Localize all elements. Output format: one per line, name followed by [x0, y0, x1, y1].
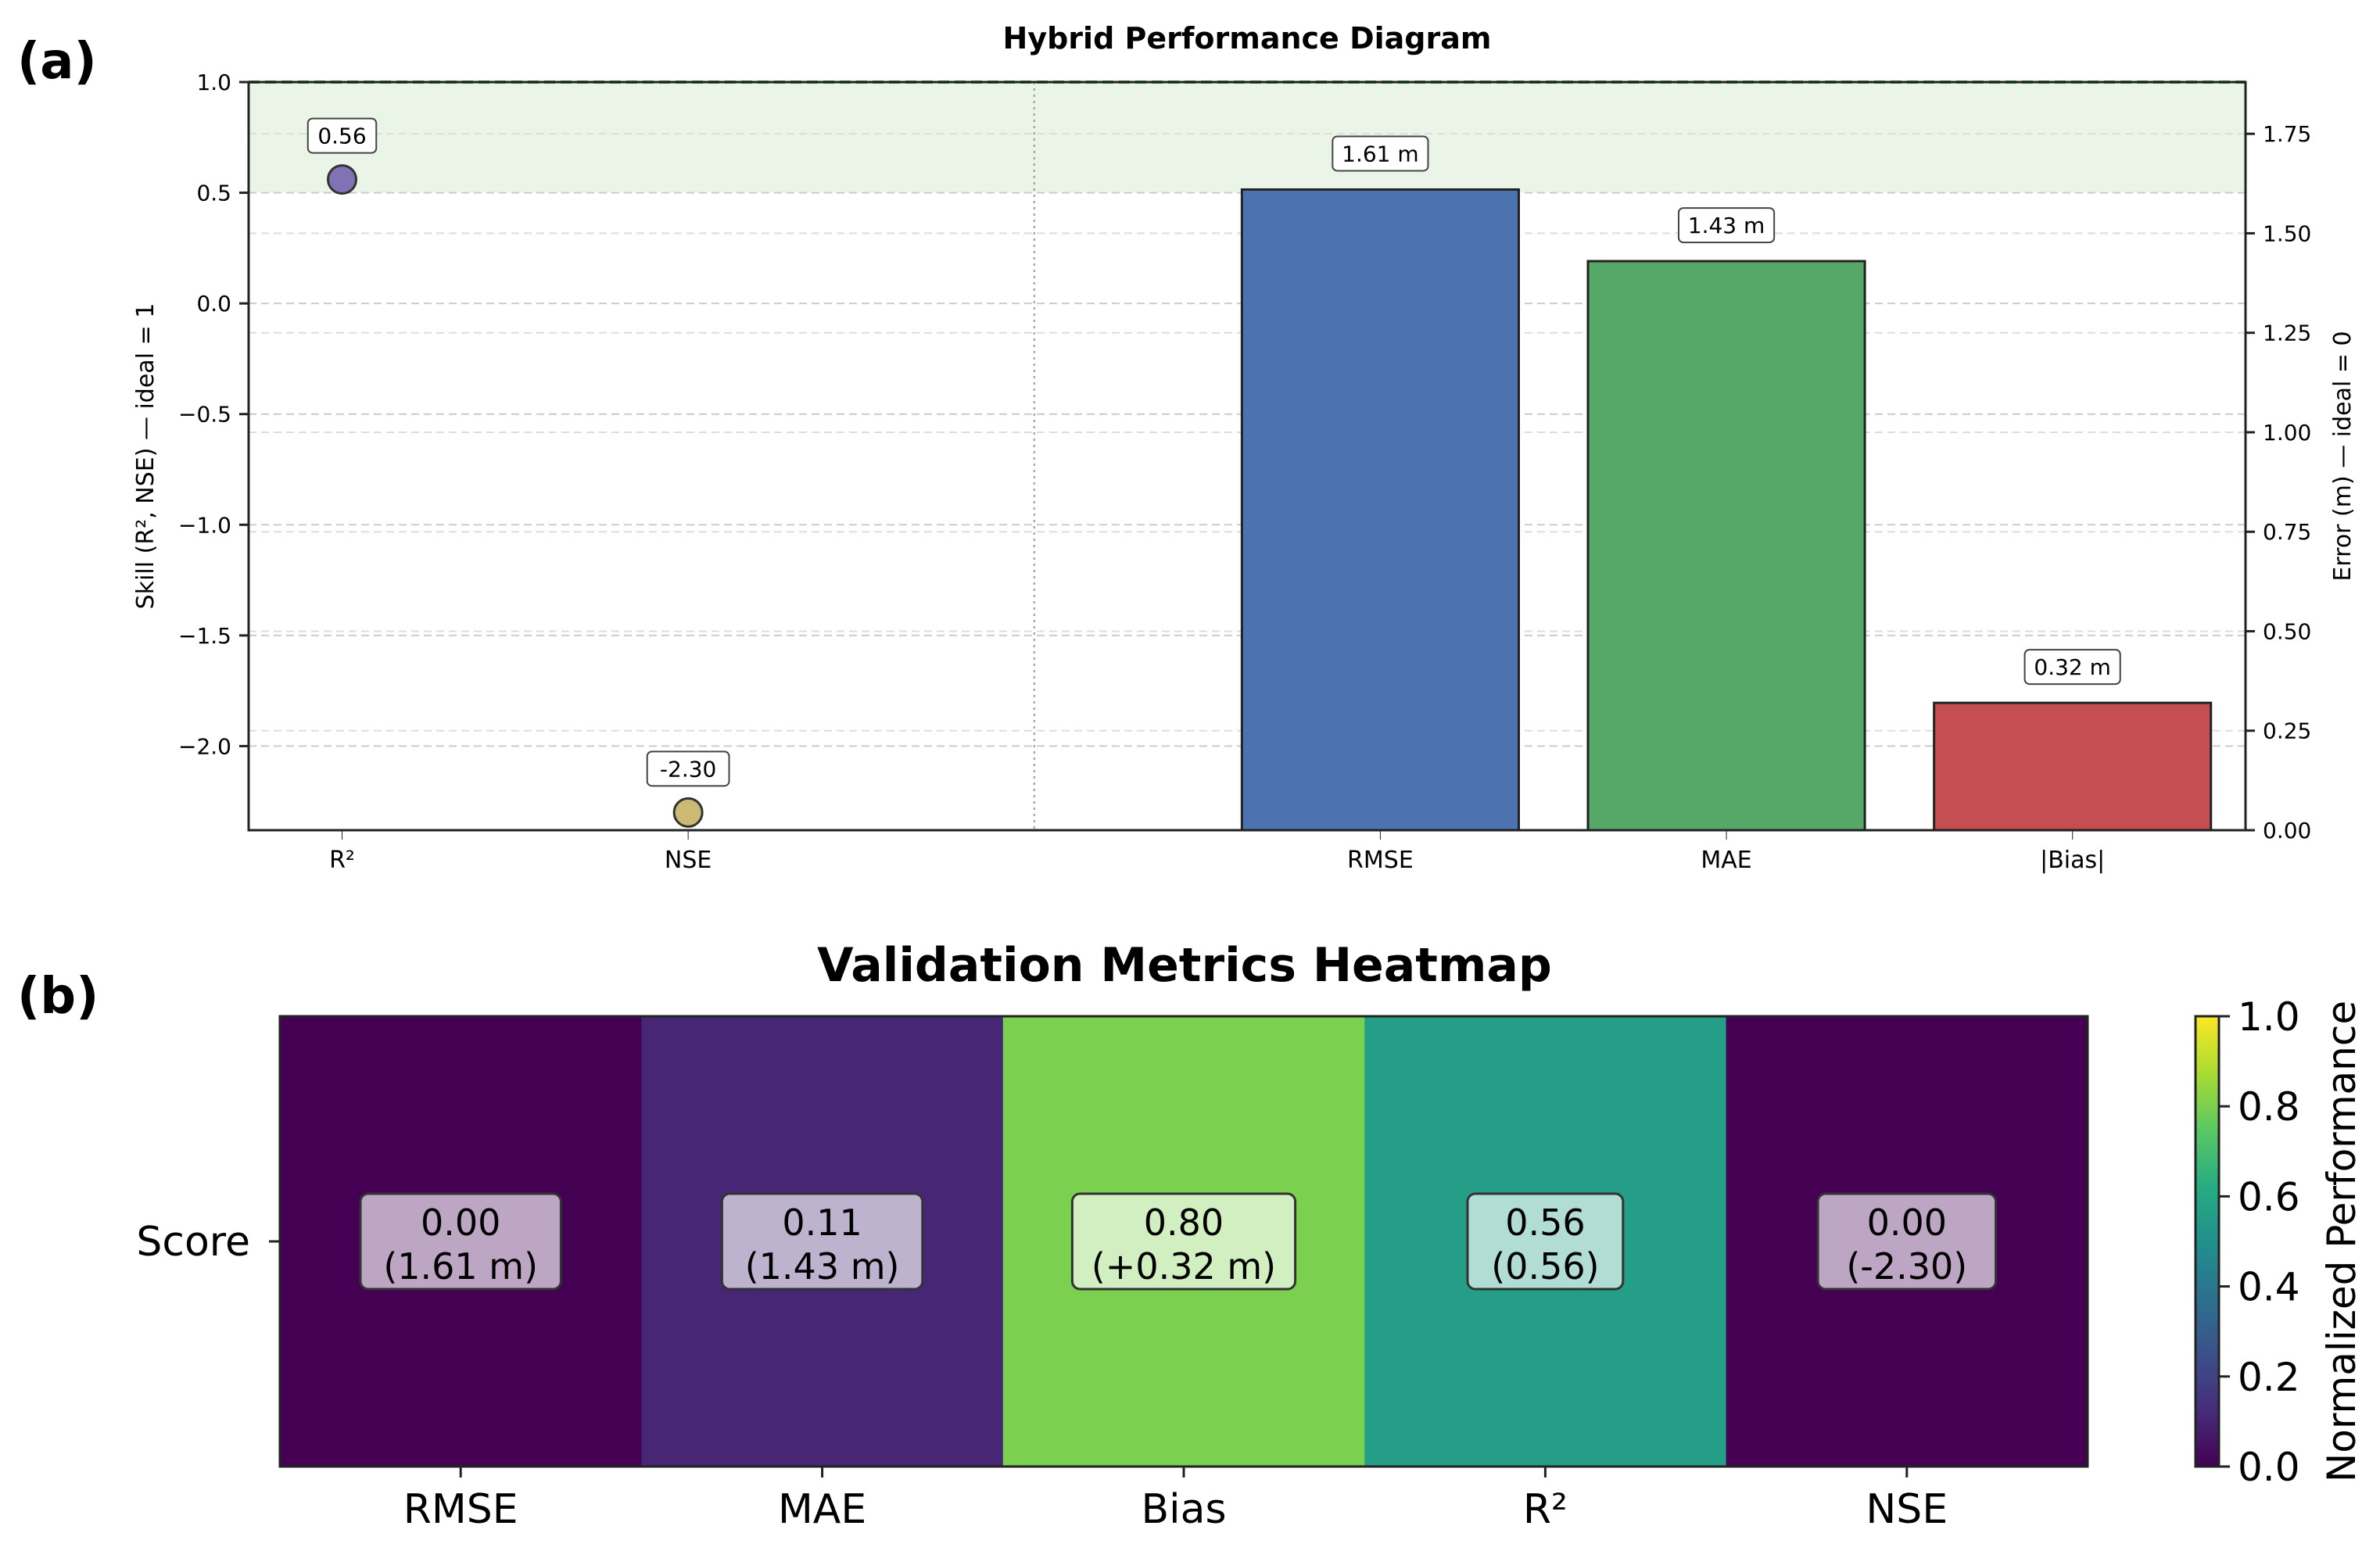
cell-label-box [1816, 1192, 1998, 1291]
left-tick-label: −1.5 [178, 623, 231, 649]
right-axis-label: Error (m) — ideal = 0 [2329, 331, 2357, 581]
x-tick-label: MAE [1701, 847, 1751, 874]
chart-b-title: Validation Metrics Heatmap [817, 938, 1552, 993]
left-tick-label: −2.0 [178, 733, 231, 759]
cell-value-label: 0.56 [1505, 1202, 1585, 1244]
cell-value-label: 0.00 [1867, 1202, 1947, 1244]
cell-value-label: 0.80 [1144, 1202, 1224, 1244]
skill-point-label-box [646, 750, 730, 787]
skill-point-label: 0.56 [317, 124, 366, 149]
left-tick-label: −0.5 [178, 402, 231, 428]
left-tick-label: −1.0 [178, 512, 231, 538]
x-tick-label: RMSE [1347, 847, 1414, 874]
cell-label-box [1070, 1192, 1297, 1291]
colorbar-tick-label: 0.2 [2238, 1355, 2300, 1400]
colorbar-label: Normalized Performance [2319, 1001, 2364, 1482]
error-bar-1 [1240, 188, 1520, 832]
plot-frame [247, 81, 2247, 832]
cell-raw-label: (+0.32 m) [1091, 1245, 1276, 1288]
left-tick-label: 0.0 [196, 291, 231, 317]
panel-label-a: (a) [17, 33, 97, 91]
chart-a-title: Hybrid Performance Diagram [1003, 21, 1492, 56]
error-bar-label-box [1332, 135, 1429, 172]
cell-raw-label: (1.43 m) [745, 1245, 900, 1288]
left-axis-label: Skill (R², NSE) — ideal = 1 [132, 303, 160, 610]
skill-point-2 [672, 797, 704, 828]
cell-label-box [720, 1192, 924, 1291]
heatmap-x-axis: RMSE MAE Bias R² NSE [403, 1467, 1948, 1533]
cell-raw-label: (-2.30) [1846, 1245, 1967, 1288]
right-tick-label: 1.75 [2263, 121, 2311, 147]
colorbar [2194, 1015, 2220, 1468]
cell-label-box [359, 1192, 562, 1291]
skill-point-label: -2.30 [660, 756, 716, 782]
colorbar-tick-label: 0.8 [2238, 1084, 2300, 1130]
heatmap-row-label: Score [136, 1219, 250, 1266]
left-tick-label: 0.5 [196, 181, 231, 206]
x-axis: R² NSE RMSE MAE |Bias| [329, 830, 2105, 874]
right-tick-label: 0.00 [2263, 818, 2311, 843]
error-bar-label: 0.32 m [2034, 654, 2111, 680]
error-bar-3 [1933, 701, 2213, 832]
colorbar-tick-label: 0.6 [2238, 1174, 2300, 1220]
x-tick-label: R² [329, 847, 355, 874]
colorbar-tick-label: 1.0 [2238, 994, 2300, 1040]
cell-label-box [1466, 1192, 1625, 1291]
skill-point-1 [327, 164, 358, 195]
good-skill-band [249, 82, 2246, 193]
heatmap-x-label: MAE [778, 1486, 866, 1533]
validation-heatmap: 0.00(1.61 m)0.11(1.43 m)0.80(+0.32 m)0.5… [136, 994, 2364, 1533]
error-bar-label-box [2023, 649, 2121, 686]
error-bar-label: 1.43 m [1688, 213, 1765, 238]
hybrid-performance-chart: 0.56 -2.30 1.61 m 1.43 m 0.32 m 1.0 0.5 0.0 −0.… [132, 70, 2357, 874]
cell-raw-label: (0.56) [1491, 1245, 1599, 1288]
heatmap-cells: 0.00(1.61 m)0.11(1.43 m)0.80(+0.32 m)0.5… [280, 1016, 2088, 1467]
left-axis: 1.0 0.5 0.0 −0.5 −1.0 −1.5 −2.0 [178, 70, 249, 759]
x-tick-label: |Bias| [2040, 847, 2105, 874]
colorbar-tick-label: 0.4 [2238, 1265, 2300, 1310]
cell-value-label: 0.11 [782, 1202, 862, 1244]
colorbar-tick-label: 0.0 [2238, 1445, 2300, 1490]
heatmap-x-label: NSE [1866, 1486, 1948, 1533]
data-marks: 0.56 -2.30 1.61 m 1.43 m 0.32 m [306, 117, 2213, 832]
right-tick-label: 0.75 [2263, 519, 2311, 545]
right-tick-label: 1.00 [2263, 420, 2311, 446]
error-bar-label: 1.61 m [1342, 141, 1419, 167]
skill-point-label-box [306, 117, 378, 154]
error-bar-2 [1586, 260, 1866, 832]
heatmap-x-label: RMSE [403, 1486, 518, 1533]
panel-label-b: (b) [17, 968, 99, 1026]
right-tick-label: 1.50 [2263, 220, 2311, 246]
right-tick-label: 0.50 [2263, 618, 2311, 644]
heatmap-x-label: R² [1523, 1486, 1568, 1533]
error-bar-label-box [1677, 207, 1776, 244]
right-tick-label: 0.25 [2263, 718, 2311, 744]
x-tick-label: NSE [665, 847, 711, 874]
heatmap-x-label: Bias [1141, 1486, 1226, 1533]
colorbar-ticks: 0.0 0.2 0.4 0.6 0.8 1.0 [2219, 994, 2300, 1490]
right-axis: 0.00 0.25 0.50 0.75 1.00 1.25 1.50 1.75 [2246, 121, 2311, 843]
left-tick-label: 1.0 [196, 70, 231, 95]
cell-value-label: 0.00 [421, 1202, 500, 1244]
cell-raw-label: (1.61 m) [383, 1245, 538, 1288]
right-tick-label: 1.25 [2263, 321, 2311, 346]
